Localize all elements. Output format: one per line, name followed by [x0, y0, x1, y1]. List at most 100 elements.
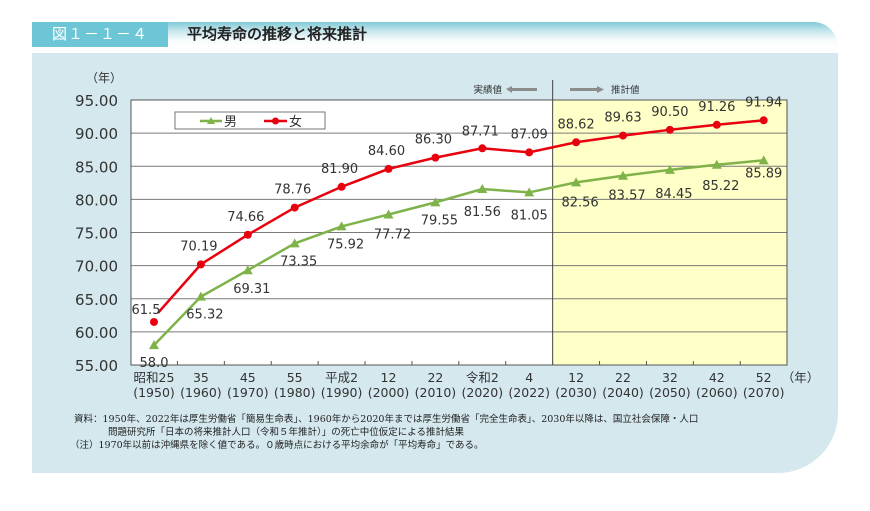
- female-data-label: 91.94: [745, 95, 782, 110]
- y-tick-label: 90.00: [75, 125, 118, 143]
- y-tick-label: 85.00: [75, 158, 118, 176]
- x-tick-label-era: 45: [240, 370, 256, 385]
- female-data-point: [572, 138, 581, 147]
- female-data-label: 86.30: [415, 133, 452, 148]
- x-tick-label-year: (2070): [743, 385, 785, 400]
- female-data-label: 81.90: [321, 162, 358, 177]
- x-tick-label-era: 55: [287, 370, 303, 385]
- x-tick-label-year: (2000): [368, 385, 410, 400]
- male-data-label: 79.55: [421, 213, 458, 228]
- female-data-label: 89.63: [604, 111, 641, 126]
- actual-label: 実績値: [473, 84, 502, 96]
- male-data-label: 85.22: [702, 179, 739, 194]
- female-data-label: 78.76: [274, 183, 311, 198]
- female-data-label: 91.26: [698, 100, 735, 115]
- x-tick-label-era: 昭和25: [134, 370, 175, 385]
- male-data-label: 81.56: [464, 205, 501, 220]
- x-tick-label-year: (1960): [180, 385, 222, 400]
- x-tick-label-year: (1980): [274, 385, 316, 400]
- x-tick-label-year: (2010): [415, 385, 457, 400]
- male-data-label: 81.05: [511, 208, 548, 223]
- x-tick-label-era: 12: [568, 370, 584, 385]
- male-data-point: [289, 238, 300, 248]
- male-data-point: [242, 265, 253, 275]
- legend-box: [174, 111, 326, 130]
- y-tick-label: 80.00: [75, 191, 118, 209]
- male-data-point: [195, 291, 206, 301]
- male-data-label: 77.72: [374, 227, 411, 242]
- male-data-label: 84.45: [655, 187, 692, 202]
- x-tick-label-era: 22: [615, 370, 631, 385]
- male-data-point: [711, 159, 722, 169]
- figure-label: 図１－１－４: [32, 22, 168, 47]
- female-data-point: [337, 182, 346, 191]
- x-axis-unit: （年）: [782, 370, 820, 385]
- male-data-point: [571, 177, 582, 187]
- male-data-label: 75.92: [327, 237, 364, 252]
- male-data-label: 58.0: [140, 356, 169, 371]
- male-data-point: [524, 187, 535, 197]
- female-data-point: [150, 317, 158, 326]
- female-data-point: [712, 120, 721, 129]
- x-tick-label-era: 令和2: [466, 370, 499, 385]
- female-data-point: [759, 116, 768, 125]
- arrow-right-icon: [570, 86, 604, 93]
- male-data-label: 85.89: [745, 166, 782, 181]
- female-data-point: [290, 203, 299, 212]
- female-data-label: 74.66: [227, 210, 264, 225]
- male-data-label: 83.57: [608, 189, 645, 204]
- projection-label: 推計値: [611, 84, 640, 96]
- source-notes: 資料：1950年、2022年は厚生労働省「簡易生命表」、1960年から2020年…: [70, 413, 699, 452]
- y-tick-label: 65.00: [75, 291, 118, 309]
- x-tick-label-era: 22: [427, 370, 443, 385]
- note-source-line-1: 資料：1950年、2022年は厚生労働省「簡易生命表」、1960年から2020年…: [74, 414, 699, 425]
- y-tick-label: 60.00: [75, 324, 118, 342]
- female-data-label: 88.62: [557, 117, 594, 132]
- x-tick-label-year: (1950): [133, 385, 175, 400]
- x-tick-label-year: (1970): [227, 385, 269, 400]
- female-data-label: 90.50: [651, 105, 688, 120]
- arrow-left-icon: [506, 86, 537, 93]
- legend-male-label: 男: [224, 115, 237, 130]
- x-tick-label-year: (2060): [696, 385, 738, 400]
- x-tick-label-era: 52: [756, 370, 772, 385]
- x-tick-label-year: (2020): [462, 385, 504, 400]
- x-tick-label-year: (2040): [602, 385, 644, 400]
- y-tick-label: 55.00: [75, 357, 118, 375]
- female-data-point: [525, 148, 534, 157]
- male-series-line: [153, 159, 764, 346]
- female-data-label: 87.71: [462, 124, 499, 139]
- male-data-point: [383, 209, 394, 219]
- x-tick-label-year: (1990): [321, 385, 363, 400]
- x-tick-label-year: (2050): [649, 385, 691, 400]
- male-data-label: 73.35: [280, 254, 317, 269]
- female-data-label: 61.5: [132, 303, 161, 318]
- female-data-point: [384, 164, 393, 173]
- x-tick-label-era: 平成2: [325, 370, 358, 385]
- note-remark: （注）1970年以前は沖縄県を除く値である。０歳時点における平均余命が「平均寿命…: [70, 440, 484, 451]
- note-source-line-2: 問題研究所「日本の将来推計人口（令和５年推計）」の死亡中位仮定による推計結果: [108, 427, 464, 438]
- x-tick-label-era: 12: [381, 370, 397, 385]
- x-tick-label-year: (2030): [555, 385, 597, 400]
- legend-female-label: 女: [289, 114, 302, 130]
- female-data-point: [243, 230, 252, 239]
- female-data-label: 84.60: [368, 144, 405, 159]
- triangle-marker-icon: [207, 117, 215, 124]
- male-data-point: [618, 170, 628, 180]
- x-tick-label-era: 35: [193, 370, 209, 385]
- x-tick-label-era: 32: [662, 370, 678, 385]
- male-data-point: [430, 197, 441, 207]
- female-data-point: [478, 144, 487, 153]
- male-data-label: 65.32: [186, 308, 223, 323]
- male-data-label: 69.31: [233, 282, 270, 297]
- y-tick-label: 95.00: [75, 92, 118, 110]
- male-data-point: [149, 340, 159, 350]
- y-tick-label: 75.00: [75, 225, 118, 243]
- male-data-point: [758, 155, 769, 165]
- male-data-label: 82.56: [561, 195, 598, 210]
- male-data-point: [664, 164, 675, 174]
- y-tick-label: 70.00: [75, 258, 118, 276]
- x-tick-label-year: (2022): [508, 385, 550, 400]
- figure-title: 平均寿命の推移と将来推計: [187, 25, 368, 43]
